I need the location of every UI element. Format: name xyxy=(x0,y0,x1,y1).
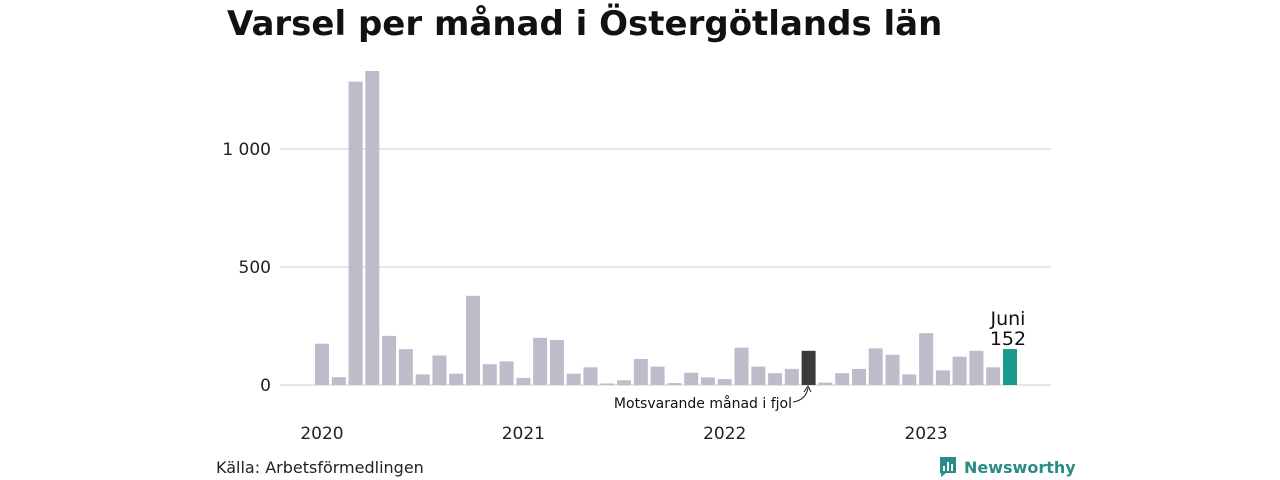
bar xyxy=(919,333,934,385)
bar xyxy=(432,355,447,385)
bars xyxy=(315,71,1017,385)
bar xyxy=(331,377,346,385)
bar xyxy=(952,356,967,385)
chart-title: Varsel per månad i Östergötlands län xyxy=(227,4,943,44)
current-month-label: Juni xyxy=(989,308,1025,330)
bar xyxy=(935,370,950,385)
annotation-arrow xyxy=(792,387,809,403)
x-tick-label: 2022 xyxy=(703,424,746,444)
bar xyxy=(784,368,799,385)
bar xyxy=(667,383,682,385)
bar xyxy=(969,350,984,385)
bar xyxy=(499,361,514,385)
y-tick-label: 500 xyxy=(239,258,271,278)
bar xyxy=(700,377,715,385)
bar xyxy=(818,382,833,385)
bar xyxy=(365,71,380,385)
bar xyxy=(583,367,598,385)
bar xyxy=(466,295,480,385)
bar xyxy=(684,372,699,385)
brand-logo: Newsworthy xyxy=(938,456,1076,478)
bar xyxy=(617,380,631,385)
bar xyxy=(482,364,497,385)
bar xyxy=(902,374,917,385)
x-axis-ticks: 2020 2021 2022 2023 xyxy=(300,424,947,444)
annotation-arrowhead xyxy=(803,385,812,393)
bar xyxy=(650,366,665,385)
bar xyxy=(801,350,816,385)
bar xyxy=(986,367,1001,385)
bar xyxy=(633,359,648,385)
brand-name: Newsworthy xyxy=(964,457,1076,477)
bar xyxy=(600,383,615,385)
bar xyxy=(717,379,732,385)
x-tick-label: 2023 xyxy=(904,424,947,444)
y-tick-label: 1 000 xyxy=(222,140,271,160)
bar xyxy=(835,373,850,385)
bar xyxy=(885,354,900,385)
comparison-annotation: Motsvarande månad i fjol xyxy=(614,395,792,412)
x-tick-label: 2021 xyxy=(502,424,545,444)
bar xyxy=(768,373,783,385)
bar xyxy=(868,348,883,385)
bar xyxy=(1003,349,1017,385)
bar xyxy=(751,366,766,385)
y-axis-ticks: 0 500 1 000 xyxy=(222,140,271,396)
bar xyxy=(398,349,413,385)
y-tick-label: 0 xyxy=(260,376,271,396)
bar xyxy=(852,368,866,385)
bar xyxy=(348,81,363,385)
bar-chart-logo-icon xyxy=(940,457,956,477)
x-tick-label: 2020 xyxy=(300,424,343,444)
bar xyxy=(566,373,581,385)
bar xyxy=(533,337,548,385)
bar xyxy=(449,373,464,385)
bar xyxy=(734,347,749,385)
source-label: Källa: Arbetsförmedlingen xyxy=(216,458,424,477)
bar xyxy=(382,335,397,385)
bar xyxy=(415,374,430,385)
bar xyxy=(516,377,531,385)
current-value-label: 152 xyxy=(990,328,1026,350)
bar xyxy=(315,343,329,385)
bar xyxy=(549,340,564,385)
